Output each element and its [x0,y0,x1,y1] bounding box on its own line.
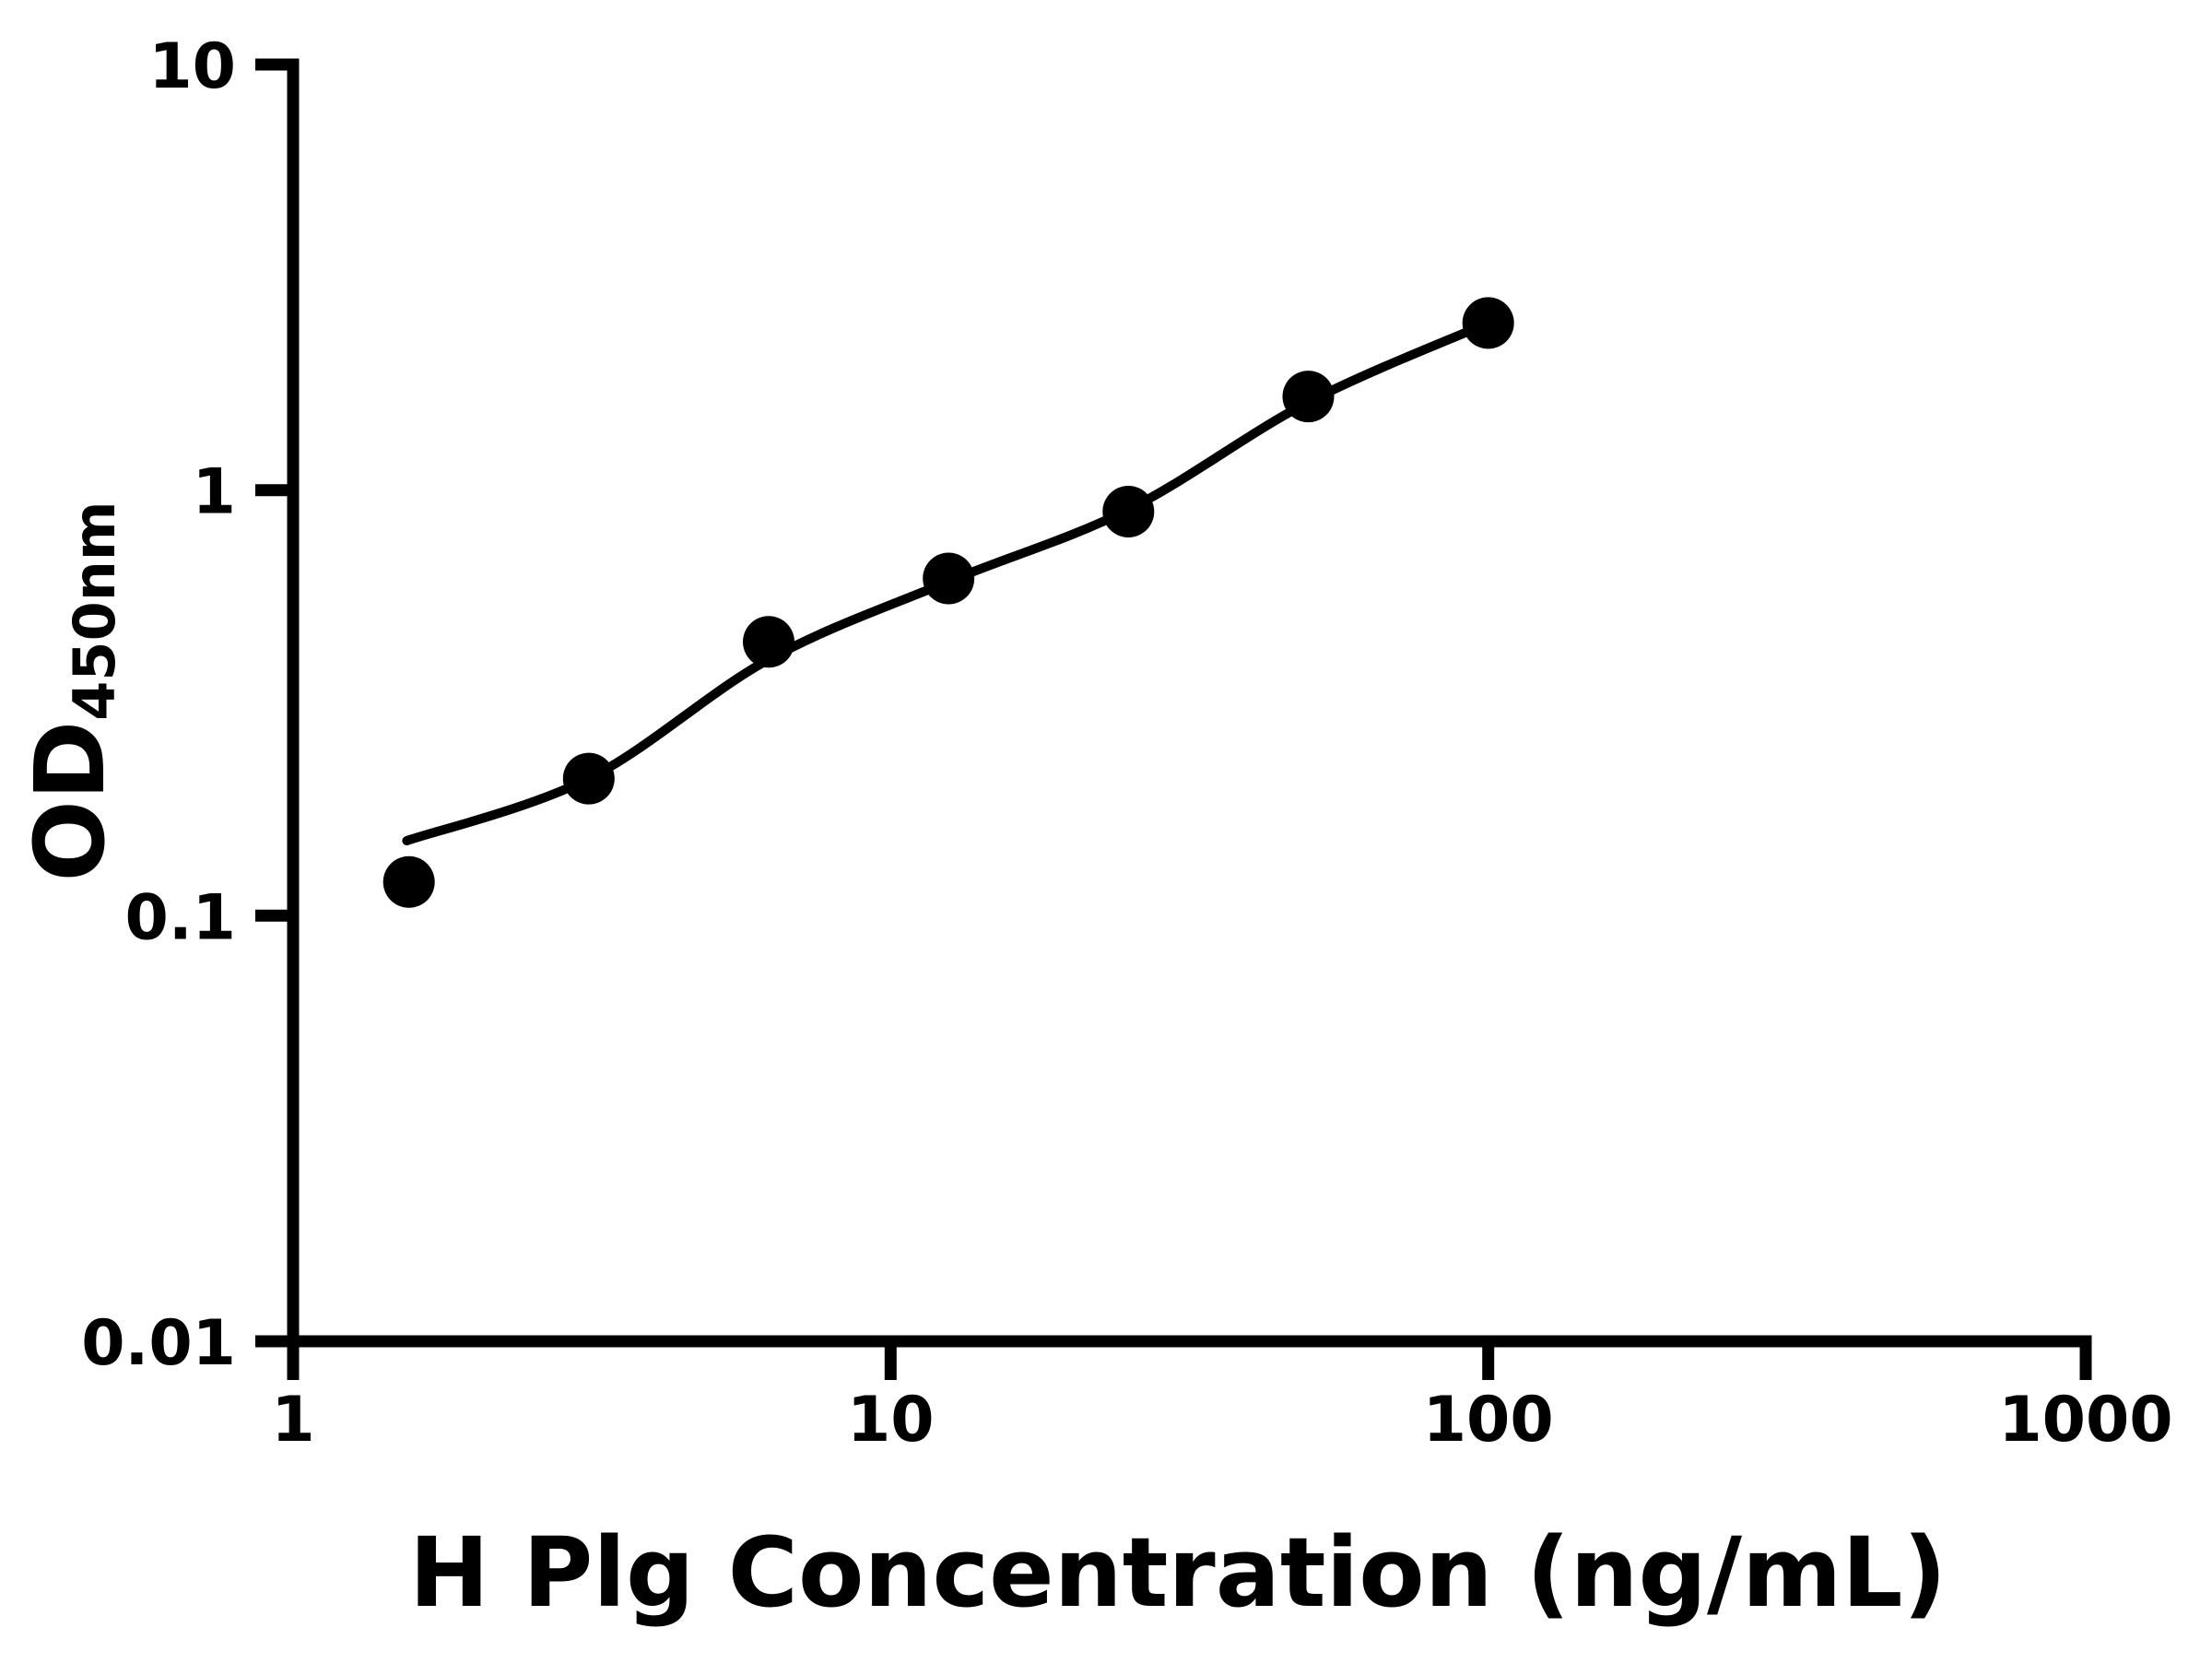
y-axis-title-main: OD [14,721,126,882]
x-axis-title: H Plg Concentration (ng/mL) [409,1516,1947,1629]
data-point [743,616,794,668]
data-point [1102,486,1155,537]
y-tick-label: 10 [148,30,236,103]
y-tick-label: 1 [193,456,236,529]
data-point [923,552,975,605]
x-tick-label: 1000 [1998,1384,2172,1457]
x-tick-label: 100 [1423,1384,1554,1457]
tick-labels-layer: 10 1 0.1 0.01 1 10 100 1000 [81,30,2172,1457]
x-tick-label: 10 [847,1384,935,1457]
data-point [1462,297,1514,349]
y-axis-title-subscript: 450nm [61,501,128,721]
y-tick-label: 0.1 [125,881,236,954]
data-point [1282,371,1335,423]
data-points-layer [382,297,1514,908]
data-point [562,752,615,805]
axes-layer [255,58,2092,1380]
y-tick-label: 0.01 [81,1307,236,1380]
x-tick-label: 1 [271,1384,314,1457]
axis-spine [287,58,2092,1348]
data-point [382,855,435,908]
y-axis-title: OD450nm [14,501,128,882]
